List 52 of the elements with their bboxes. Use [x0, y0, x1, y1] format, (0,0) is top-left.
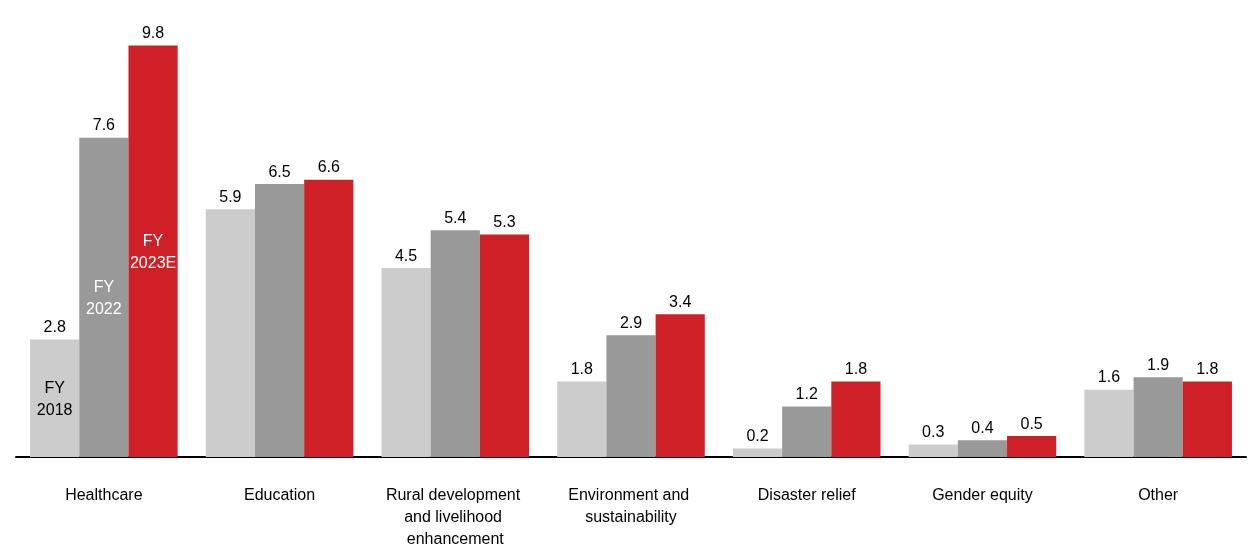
- x-tick-label: Disaster relief: [757, 485, 857, 503]
- data-label: 1.2: [795, 385, 818, 403]
- data-label: 1.6: [1097, 368, 1121, 386]
- bar: [732, 448, 783, 457]
- series-label: FY 2018: [36, 378, 73, 418]
- bar: [1182, 381, 1232, 457]
- bar: [79, 137, 129, 457]
- data-label: 6.5: [268, 162, 291, 180]
- data-label: 5.9: [219, 187, 242, 205]
- bar: [205, 209, 255, 457]
- data-label: 4.5: [394, 246, 418, 264]
- series-label: FY 2023E: [129, 231, 177, 271]
- data-label: 2.9: [619, 313, 643, 331]
- bar: [782, 406, 832, 457]
- data-label: 5.4: [444, 208, 467, 226]
- x-tick-label: Education: [243, 485, 316, 503]
- bar: [655, 314, 705, 457]
- bar: [1007, 436, 1057, 457]
- bar: [606, 335, 656, 457]
- bar: [381, 268, 431, 457]
- data-label: 7.6: [92, 116, 116, 134]
- data-label: 1.8: [570, 359, 594, 377]
- data-label: 0.5: [1020, 414, 1043, 432]
- bar: [1133, 377, 1183, 457]
- data-label: 0.3: [922, 422, 945, 440]
- data-label: 6.6: [317, 158, 340, 176]
- bar: [430, 230, 480, 457]
- bar: [831, 381, 881, 457]
- bar: [1084, 389, 1134, 457]
- data-label: 0.2: [746, 427, 769, 445]
- x-tick-label: Rural development and livelihood enhancement: [385, 485, 525, 547]
- bar: [304, 179, 354, 457]
- data-label: 3.4: [669, 292, 692, 310]
- bar: [479, 234, 530, 457]
- x-tick-label: Environment and sustainability: [568, 485, 694, 525]
- data-label: 5.3: [493, 212, 516, 230]
- x-tick-label: Gender equity: [932, 485, 1033, 503]
- bar: [128, 45, 178, 457]
- data-label: 0.4: [971, 418, 994, 436]
- bar: [254, 184, 305, 457]
- x-tick-label: Healthcare: [65, 485, 143, 503]
- bar: [30, 339, 80, 457]
- data-label: 1.9: [1147, 355, 1170, 373]
- data-label: 1.8: [844, 359, 868, 377]
- bar: [557, 381, 607, 457]
- data-label: 2.8: [43, 317, 66, 335]
- x-tick-label: Other: [1138, 485, 1179, 503]
- bar: [957, 440, 1008, 457]
- data-label: 9.8: [141, 23, 165, 41]
- data-label: 1.8: [1196, 359, 1219, 377]
- series-label: FY 2022: [86, 277, 122, 317]
- bar: [908, 444, 958, 457]
